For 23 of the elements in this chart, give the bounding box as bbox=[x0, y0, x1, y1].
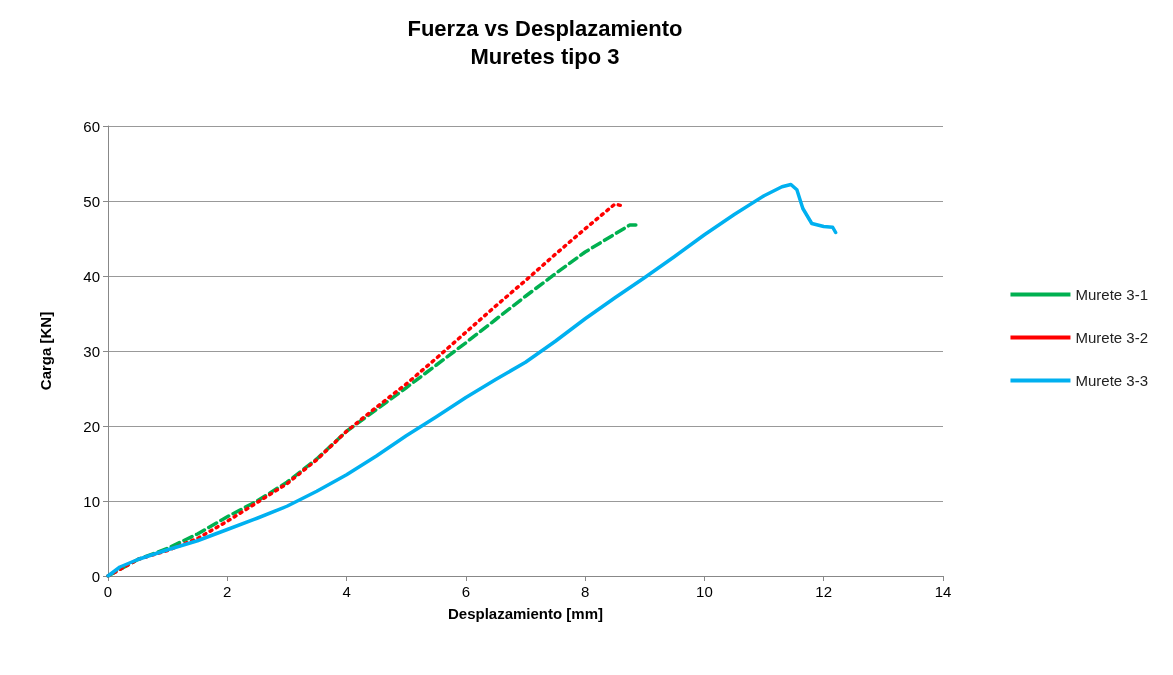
chart-subtitle: Muretes tipo 3 bbox=[470, 43, 620, 69]
legend-label: Murete 3-1 bbox=[1075, 286, 1149, 303]
x-tick-label: 6 bbox=[461, 583, 471, 600]
y-tick-label: 20 bbox=[83, 417, 100, 435]
y-axis-title: Carga [KN] bbox=[37, 311, 54, 391]
x-tick-label: 0 bbox=[103, 583, 113, 600]
x-tick-label: 10 bbox=[696, 583, 713, 600]
line-series bbox=[106, 182, 838, 578]
legend-label: Murete 3-3 bbox=[1075, 372, 1149, 389]
y-tick-label: 10 bbox=[83, 492, 100, 510]
x-tick-label: 14 bbox=[934, 583, 952, 600]
chart-title: Fuerza vs Desplazamiento bbox=[407, 15, 683, 41]
y-tick-label: 60 bbox=[83, 117, 100, 135]
y-tick-label: 30 bbox=[83, 342, 100, 360]
y-tick-label: 50 bbox=[83, 192, 100, 210]
y-tick-label: 0 bbox=[91, 567, 100, 585]
x-axis-title: Desplazamiento [mm] bbox=[447, 605, 604, 622]
x-tick-label: 12 bbox=[815, 583, 833, 600]
legend-label: Murete 3-2 bbox=[1075, 329, 1149, 346]
y-tick-label: 40 bbox=[83, 267, 100, 285]
x-tick-label: 2 bbox=[223, 583, 232, 600]
x-tick-label: 8 bbox=[580, 583, 590, 600]
x-tick-label: 4 bbox=[342, 583, 351, 600]
